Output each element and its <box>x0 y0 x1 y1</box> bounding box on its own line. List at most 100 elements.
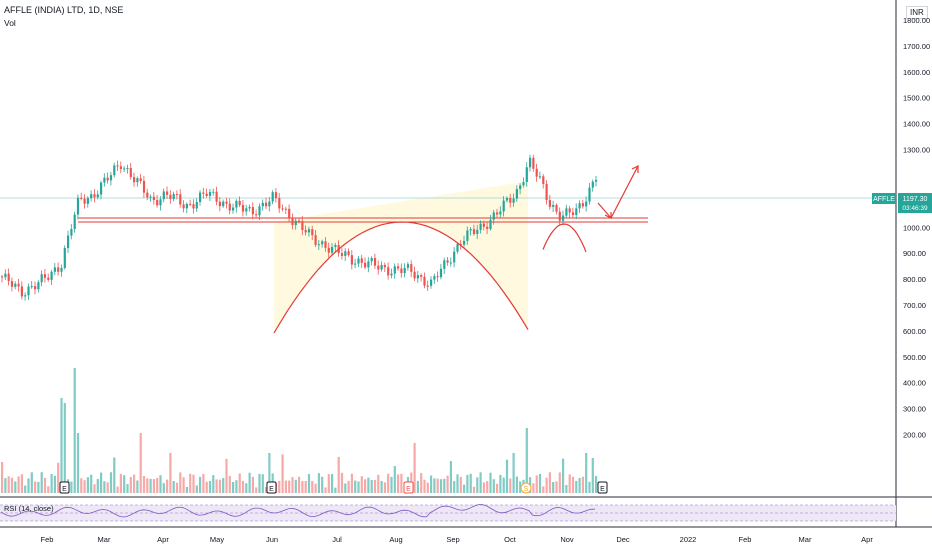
volume-bar <box>472 486 476 493</box>
volume-bar <box>545 477 548 493</box>
price-axis-label: 400.00 <box>903 379 926 388</box>
candle-body <box>24 295 27 297</box>
candle-body <box>515 189 518 199</box>
candle-body <box>14 283 17 287</box>
volume-bar <box>129 477 132 493</box>
candle-body <box>126 168 129 170</box>
time-axis-label: Jun <box>266 535 278 544</box>
candle-body <box>446 260 449 263</box>
candle-body <box>146 192 149 198</box>
candle-body <box>552 204 555 207</box>
volume-bar <box>387 473 390 493</box>
time-axis-label: Apr <box>861 535 873 544</box>
candle-body <box>34 286 37 290</box>
volume-bar <box>298 476 301 493</box>
candle-body <box>472 229 476 235</box>
candle-body <box>149 196 152 198</box>
volume-bar <box>185 486 188 493</box>
candle-body <box>70 228 73 236</box>
ticker-tag-text: AFFLE <box>873 196 895 203</box>
volume-bar <box>100 472 103 493</box>
candle-body <box>439 268 443 278</box>
volume-bar <box>347 480 350 493</box>
candle-body <box>321 241 324 245</box>
candle-body <box>548 200 551 207</box>
candle-body <box>555 204 558 212</box>
volume-bar <box>172 480 175 493</box>
volume-bar <box>552 482 555 493</box>
candle-body <box>50 271 53 280</box>
candle-body <box>10 281 14 287</box>
volume-bar <box>311 480 314 493</box>
candle-body <box>63 247 66 268</box>
volume-bar <box>535 475 538 493</box>
time-axis-label: Sep <box>446 535 459 544</box>
candle-body <box>423 276 426 286</box>
candle-body <box>67 235 70 248</box>
volume-bar <box>370 480 373 493</box>
candle-body <box>311 229 314 236</box>
volume-bar <box>436 478 439 493</box>
currency-badge[interactable]: INR <box>906 6 928 19</box>
projection-arrow <box>597 165 639 220</box>
candle-body <box>519 185 522 190</box>
candle-body <box>476 229 479 235</box>
volume-bar <box>317 473 320 493</box>
candle-body <box>525 167 528 182</box>
volume-bar <box>281 454 284 493</box>
candle-body <box>222 201 225 207</box>
volume-bar <box>248 472 251 493</box>
candle-body <box>106 177 109 181</box>
volume-bar <box>268 453 271 493</box>
volume-bar <box>509 478 512 493</box>
volume-bar <box>344 483 347 493</box>
candle-body <box>350 255 353 265</box>
candle-body <box>347 251 350 256</box>
volume-bar <box>159 475 162 493</box>
volume-bar <box>225 458 228 493</box>
candle-body <box>103 177 106 183</box>
volume-bar <box>179 472 182 493</box>
volume-bar <box>278 480 281 493</box>
candle-body <box>370 258 373 262</box>
volume-bar <box>116 486 119 493</box>
candle-body <box>331 246 334 253</box>
time-axis-label: May <box>210 535 224 544</box>
volume-bar <box>162 483 165 493</box>
candle-body <box>595 179 598 182</box>
volume-bar <box>10 477 14 493</box>
candle-body <box>505 198 509 201</box>
candle-body <box>430 279 433 286</box>
volume-bar <box>195 485 198 493</box>
volume-bar <box>591 458 594 493</box>
split-marker <box>520 482 532 494</box>
projection-arrowhead <box>631 165 639 173</box>
candle-body <box>463 240 466 245</box>
candle-body <box>208 191 212 196</box>
candle-body <box>288 208 291 219</box>
time-axis-label: Feb <box>41 535 54 544</box>
volume-bar <box>149 478 152 493</box>
earnings-marker <box>59 481 70 494</box>
candle-body <box>575 208 578 216</box>
volume-bar <box>439 479 443 493</box>
volume-bar <box>166 479 169 493</box>
volume-bar <box>218 479 221 493</box>
volume-bar <box>73 368 76 493</box>
candle-body <box>571 212 575 216</box>
earnings-marker-label: E <box>406 486 411 493</box>
candle-body <box>278 198 281 209</box>
candle-body <box>175 194 179 196</box>
candle-body <box>304 230 307 233</box>
candle-body <box>195 201 198 209</box>
volume-bar <box>175 482 179 493</box>
candle-body <box>43 274 47 278</box>
time-axis-label: Nov <box>560 535 574 544</box>
candle-body <box>136 178 139 183</box>
volume-bar <box>76 433 80 493</box>
candle-body <box>281 208 284 210</box>
candle-body <box>459 244 462 246</box>
volume-bar <box>489 472 492 493</box>
